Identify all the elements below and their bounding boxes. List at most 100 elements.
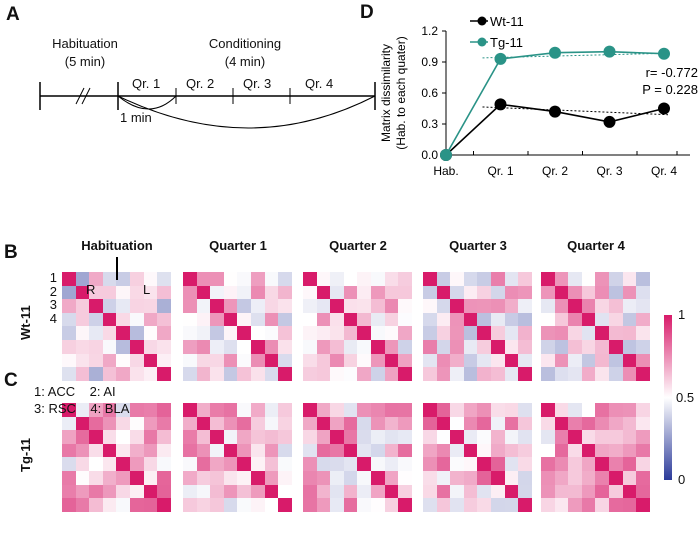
matrix-cell bbox=[157, 416, 171, 431]
tg-trend-line bbox=[482, 52, 669, 59]
matrix-cell bbox=[370, 353, 385, 368]
matrix-cell bbox=[518, 443, 532, 458]
index-4: 4 bbox=[49, 310, 57, 326]
correlation-p: P = 0.228 bbox=[642, 82, 698, 97]
matrix-cell bbox=[504, 299, 519, 313]
matrix-cell bbox=[477, 457, 491, 471]
matrix-cell bbox=[62, 285, 76, 300]
matrix-cell bbox=[237, 430, 251, 444]
matrix-cell bbox=[116, 299, 130, 313]
matrix-cell bbox=[102, 299, 117, 313]
matrix-cell bbox=[622, 457, 637, 471]
x-tick-label: Qr. 1 bbox=[487, 164, 513, 178]
matrix-cell bbox=[370, 457, 385, 471]
matrix-cell bbox=[595, 498, 609, 512]
matrix-cell bbox=[463, 403, 478, 417]
matrix-cell bbox=[316, 272, 331, 286]
matrix-cell bbox=[157, 443, 171, 458]
matrix-cell bbox=[436, 470, 451, 485]
matrix-cell bbox=[636, 457, 650, 471]
matrix-cell bbox=[343, 484, 358, 499]
matrix-cell bbox=[143, 484, 158, 499]
matrix-cell bbox=[89, 484, 103, 499]
matrix-cell bbox=[102, 457, 117, 471]
matrix-cell bbox=[237, 272, 251, 286]
matrix-cell bbox=[463, 339, 478, 354]
matrix-cell bbox=[196, 353, 211, 368]
matrix-cell bbox=[581, 470, 596, 485]
matrix-cell bbox=[343, 272, 358, 286]
matrix-cell bbox=[636, 326, 650, 340]
matrix-cell bbox=[423, 498, 437, 512]
panel-label-b: B bbox=[4, 242, 18, 263]
matrix-cell bbox=[129, 403, 144, 417]
matrix-cell bbox=[622, 498, 637, 512]
matrix-cell bbox=[463, 457, 478, 471]
matrix-cell bbox=[384, 285, 399, 300]
matrix-cell bbox=[89, 339, 103, 354]
matrix-cell bbox=[622, 470, 637, 485]
matrix-cell bbox=[343, 403, 358, 417]
matrix-cell bbox=[554, 430, 569, 444]
matrix-cell bbox=[278, 326, 292, 340]
matrix-cell bbox=[102, 430, 117, 444]
matrix-cell bbox=[303, 272, 317, 286]
matrix-cell bbox=[518, 312, 532, 327]
matrix-cell bbox=[250, 430, 265, 444]
matrix-cell bbox=[622, 312, 637, 327]
matrix-cell bbox=[316, 484, 331, 499]
matrix-cell bbox=[595, 285, 609, 300]
matrix-cell bbox=[183, 403, 197, 417]
matrix-cell bbox=[223, 285, 238, 300]
matrix-cell bbox=[102, 416, 117, 431]
matrix-cell bbox=[450, 339, 464, 354]
matrix-cell bbox=[183, 326, 197, 340]
matrix-cell bbox=[264, 299, 279, 313]
matrix-cell bbox=[554, 416, 569, 431]
matrix-cell bbox=[423, 457, 437, 471]
matrix-cell bbox=[316, 470, 331, 485]
matrix-cell bbox=[370, 339, 385, 354]
matrix-cell bbox=[357, 353, 371, 368]
matrix-cell bbox=[210, 339, 224, 354]
matrix-cell bbox=[116, 353, 130, 368]
matrix-cell bbox=[554, 339, 569, 354]
matrix-cell bbox=[264, 484, 279, 499]
matrix-cell bbox=[370, 416, 385, 431]
matrix-cell bbox=[541, 443, 555, 458]
matrix-cell bbox=[504, 498, 519, 512]
matrix-cell bbox=[116, 326, 130, 340]
matrix-cell bbox=[357, 299, 371, 313]
matrix-cell bbox=[343, 416, 358, 431]
matrix-cell bbox=[223, 326, 238, 340]
matrix-cell bbox=[143, 272, 158, 286]
quarter-1-label: Qr. 1 bbox=[132, 76, 161, 91]
matrix-cell bbox=[384, 430, 399, 444]
matrix-cell bbox=[450, 272, 464, 286]
matrix-cell bbox=[223, 367, 238, 381]
matrix-cell bbox=[581, 326, 596, 340]
matrix-cell bbox=[183, 484, 197, 499]
matrix-cell bbox=[450, 484, 464, 499]
matrix-cell bbox=[62, 484, 76, 499]
y-axis-label: Matrix dissimilarity bbox=[379, 44, 393, 142]
matrix-cell bbox=[581, 457, 596, 471]
matrix-cell bbox=[223, 457, 238, 471]
matrix-cell bbox=[237, 457, 251, 471]
matrix-cell bbox=[237, 312, 251, 327]
matrix-cell bbox=[343, 430, 358, 444]
matrix-cell bbox=[264, 272, 279, 286]
matrix-cell bbox=[210, 484, 224, 499]
matrix-cell bbox=[102, 326, 117, 340]
matrix-cell bbox=[330, 285, 344, 300]
y-axis-label-2: (Hab. to each quater) bbox=[394, 36, 408, 149]
matrix-cell bbox=[223, 312, 238, 327]
matrix-cell bbox=[129, 312, 144, 327]
quarter-3-label: Qr. 3 bbox=[243, 76, 272, 91]
matrix-cell bbox=[384, 353, 399, 368]
matrix-cell bbox=[636, 430, 650, 444]
matrix-cell bbox=[303, 457, 317, 471]
x-tick-label: Qr. 3 bbox=[596, 164, 622, 178]
matrix-cell bbox=[490, 285, 505, 300]
matrix-cell bbox=[450, 470, 464, 485]
